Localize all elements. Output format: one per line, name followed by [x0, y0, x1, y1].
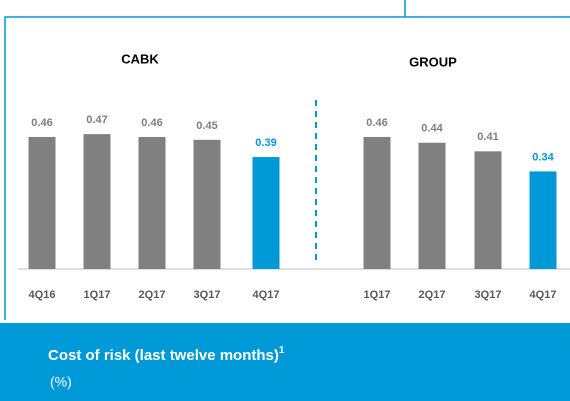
data-label: 0.46	[141, 117, 162, 129]
x-tick-label: 1Q17	[364, 289, 391, 301]
data-label: 0.44	[421, 123, 443, 135]
x-tick-label: 1Q17	[84, 289, 111, 301]
x-tick-label: 4Q17	[253, 289, 280, 301]
data-label: 0.45	[196, 120, 217, 132]
x-tick-label: 2Q17	[139, 289, 166, 301]
x-tick-label: 4Q17	[530, 289, 557, 301]
bar	[83, 134, 111, 269]
bar	[474, 151, 502, 269]
x-tick-label: 4Q16	[29, 289, 56, 301]
bar	[363, 136, 391, 269]
data-label: 0.47	[86, 114, 107, 126]
x-tick-label: 3Q17	[194, 289, 221, 301]
footer-unit: (%)	[50, 374, 72, 390]
footer-title: Cost of risk (last twelve months)1	[48, 345, 285, 364]
panel-title: GROUP	[409, 54, 457, 69]
bar	[28, 136, 56, 269]
footer-band	[0, 323, 570, 401]
bar	[252, 157, 280, 269]
data-label: 0.41	[477, 131, 498, 143]
panel-title: CABK	[121, 51, 159, 66]
bar	[193, 139, 221, 269]
bar	[418, 142, 446, 269]
data-label: 0.46	[31, 117, 52, 129]
data-label: 0.34	[532, 151, 554, 163]
bar	[138, 136, 166, 269]
bar	[529, 171, 557, 269]
footnote-marker: 1	[279, 345, 285, 356]
x-tick-label: 2Q17	[419, 289, 446, 301]
x-tick-label: 3Q17	[475, 289, 502, 301]
footer-title-text: Cost of risk (last twelve months)	[48, 347, 279, 364]
frame	[4, 0, 570, 320]
data-label: 0.39	[255, 137, 276, 149]
data-label: 0.46	[366, 117, 387, 129]
